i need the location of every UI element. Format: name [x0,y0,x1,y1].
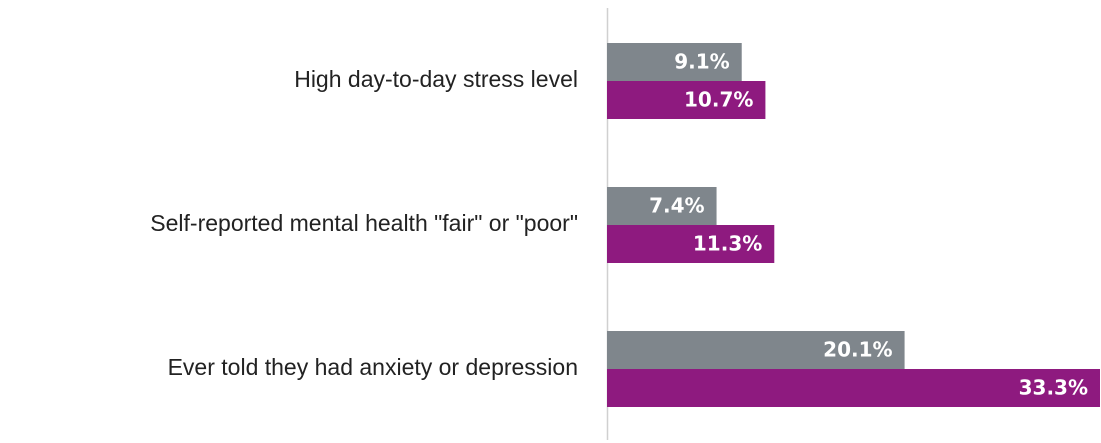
category-label: High day-to-day stress level [294,66,578,92]
bar [607,43,742,81]
value-label: 10.7% [684,88,753,112]
value-label: 11.3% [693,232,762,256]
bar [607,81,766,119]
value-label: 9.1% [674,50,729,74]
bar [607,225,775,263]
bar [607,187,717,225]
category-label: Ever told they had anxiety or depression [168,354,578,380]
bar [607,331,905,369]
value-label: 20.1% [823,338,892,362]
value-label: 33.3% [1019,376,1088,400]
category-label: Self-reported mental health "fair" or "p… [150,210,578,236]
value-label: 7.4% [649,194,704,218]
bar [607,369,1100,407]
